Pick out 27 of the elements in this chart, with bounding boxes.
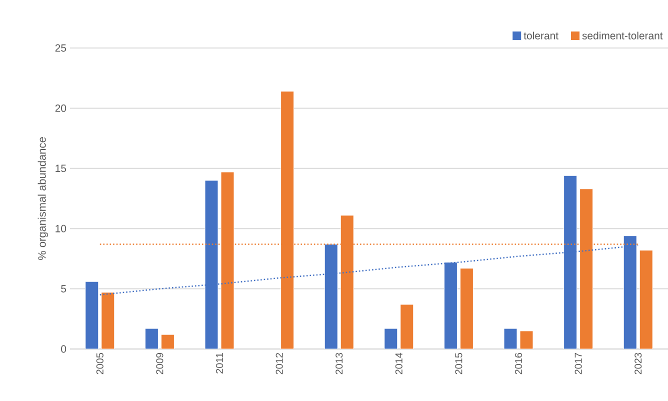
x-tick-label: 2015 — [455, 352, 462, 374]
bar — [101, 292, 115, 349]
x-tick-label: 2017 — [574, 353, 582, 374]
legend-label: tolerant — [524, 32, 558, 40]
bar — [460, 268, 474, 349]
bar — [85, 281, 99, 349]
x-tick-label: 2013 — [336, 352, 343, 374]
bar — [384, 328, 398, 349]
bar — [639, 250, 653, 349]
bar — [144, 328, 158, 349]
legend-label: sediment-tolerant — [582, 32, 663, 40]
x-tick-label: 2014 — [395, 352, 402, 374]
x-tick-label: 2016 — [514, 352, 522, 374]
y-tick-label: 20 — [55, 104, 66, 112]
x-tick-label: 2023 — [634, 352, 642, 374]
y-tick-label: 25 — [55, 44, 66, 52]
bar — [400, 304, 414, 349]
y-tick-label: 5 — [61, 285, 66, 292]
x-tick-label: 2009 — [156, 352, 164, 374]
bar — [160, 334, 174, 349]
x-tick-label: 2011 — [216, 353, 224, 374]
y-tick-label: 0 — [61, 345, 66, 353]
x-tick-label: 2005 — [96, 352, 104, 374]
y-tick-label: 10 — [56, 224, 66, 232]
x-tick-label: 2012 — [276, 353, 283, 374]
y-axis-title: % organismal abundance — [38, 137, 48, 260]
y-tick-label: 15 — [56, 164, 66, 172]
